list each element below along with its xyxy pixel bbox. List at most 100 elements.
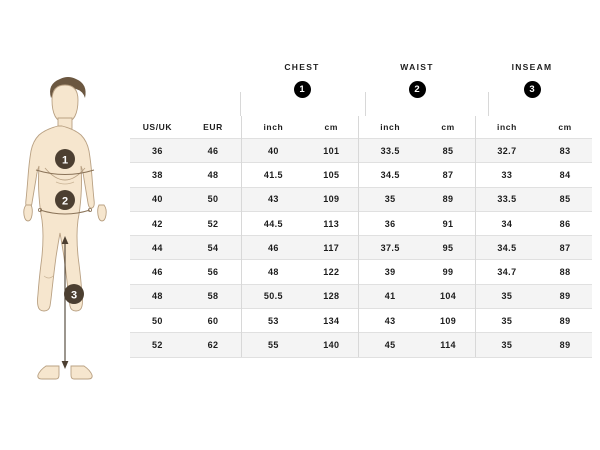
cell-inseam-cm: 89: [538, 308, 592, 333]
cell-waist-inch: 37.5: [357, 235, 422, 260]
cell-waist-cm: 99: [421, 259, 476, 285]
cell-inseam-cm: 89: [538, 283, 592, 309]
figure-marker-chest: [55, 149, 75, 169]
cell-chest-cm: 122: [304, 259, 359, 285]
cell-chest-inch: 46: [241, 235, 305, 260]
cell-chest-inch: 41.5: [241, 162, 305, 188]
table-row: 52 62 55 140 45 114 35 89: [130, 332, 592, 358]
table-row: 36 46 40 101 33.5 85 32.7 83: [130, 137, 592, 163]
unit-header-row: US/UK EUR inch cm inch cm inch cm: [130, 116, 592, 139]
cell-chest-inch: 44.5: [241, 210, 305, 236]
cell-inseam-inch: 35: [474, 308, 539, 333]
right-hand-shape: [97, 204, 107, 222]
cell-inseam-cm: 87: [538, 235, 592, 260]
cell-inseam-inch: 33: [474, 162, 539, 188]
body-figure-illustration: 1 2 3: [0, 60, 130, 390]
table-row: 46 56 48 122 39 99 34.7 88: [130, 259, 592, 285]
cell-inseam-inch: 35: [474, 332, 539, 358]
cell-chest-cm: 105: [304, 162, 359, 188]
col-header-waist-inch: inch: [357, 116, 422, 139]
cell-inseam-inch: 34.5: [474, 235, 539, 260]
cell-eur: 56: [184, 259, 242, 285]
cell-us-uk: 38: [130, 162, 185, 188]
measurements-table: US/UK EUR inch cm inch cm inch cm 36 46 40…: [130, 116, 592, 358]
cell-eur: 50: [184, 186, 242, 212]
cell-eur: 52: [184, 210, 242, 236]
figure-marker-inseam-label: 3: [71, 289, 77, 301]
col-header-us-uk: US/UK: [130, 116, 185, 139]
size-chart-table: CHEST 1 WAIST 2 INSEAM 3 US/UK: [130, 62, 592, 358]
cell-eur: 46: [184, 137, 242, 163]
figure-marker-waist: [55, 190, 75, 210]
group-header-row: CHEST 1 WAIST 2 INSEAM 3: [130, 62, 592, 116]
cell-waist-cm: 91: [421, 210, 476, 236]
body-figure-svg: 1 2 3: [23, 77, 107, 380]
waist-measure-line: [39, 209, 91, 215]
figure-marker-chest-label: 1: [62, 154, 68, 166]
cell-inseam-cm: 84: [538, 162, 592, 188]
cell-waist-cm: 85: [421, 137, 476, 163]
table-row: 42 52 44.5 113 36 91 34 86: [130, 210, 592, 236]
abdomen-contour: [55, 181, 75, 185]
cell-eur: 54: [184, 235, 242, 260]
cell-chest-cm: 140: [304, 332, 359, 358]
cell-waist-inch: 35: [357, 186, 422, 212]
cell-waist-inch: 36: [357, 210, 422, 236]
left-knee-contour: [43, 275, 54, 279]
cell-eur: 48: [184, 162, 242, 188]
cell-chest-cm: 134: [304, 308, 359, 333]
left-foot-shape: [37, 365, 60, 380]
cell-waist-inch: 34.5: [357, 162, 422, 188]
cell-chest-inch: 50.5: [241, 283, 305, 309]
cell-inseam-inch: 34: [474, 210, 539, 236]
head-shape: [51, 84, 79, 123]
cell-chest-cm: 113: [304, 210, 359, 236]
col-header-inseam-cm: cm: [538, 116, 592, 139]
cell-chest-cm: 128: [304, 283, 359, 309]
group-divider-chest: [240, 92, 241, 116]
chest-contour: [44, 167, 86, 181]
cell-chest-inch: 48: [241, 259, 305, 285]
cell-inseam-inch: 33.5: [474, 186, 539, 212]
cell-us-uk: 36: [130, 137, 185, 163]
cell-us-uk: 42: [130, 210, 185, 236]
inseam-arrow-up: [61, 236, 69, 244]
cell-chest-inch: 40: [241, 137, 305, 163]
cell-waist-cm: 87: [421, 162, 476, 188]
cell-us-uk: 52: [130, 332, 185, 358]
badge-inseam: 3: [523, 81, 541, 98]
group-header-waist: WAIST 2: [357, 62, 477, 98]
waist-band-right-end: [88, 207, 93, 212]
cell-us-uk: 50: [130, 308, 185, 333]
cell-inseam-inch: 32.7: [474, 137, 539, 163]
cell-eur: 62: [184, 332, 242, 358]
badge-waist: 2: [408, 81, 426, 98]
cell-inseam-inch: 35: [474, 283, 539, 309]
group-divider-inseam: [488, 92, 489, 116]
cell-waist-inch: 33.5: [357, 137, 422, 163]
cell-inseam-cm: 89: [538, 332, 592, 358]
cell-waist-cm: 95: [421, 235, 476, 260]
col-header-inseam-inch: inch: [474, 116, 539, 139]
figure-marker-waist-label: 2: [62, 195, 68, 207]
table-row: 44 54 46 117 37.5 95 34.5 87: [130, 235, 592, 260]
col-header-waist-cm: cm: [421, 116, 476, 139]
cell-eur: 58: [184, 283, 242, 309]
cell-waist-inch: 43: [357, 308, 422, 333]
table-row: 50 60 53 134 43 109 35 89: [130, 308, 592, 333]
cell-waist-inch: 39: [357, 259, 422, 285]
group-label-chest: CHEST: [284, 62, 320, 72]
right-foot-shape: [70, 365, 93, 380]
cell-waist-cm: 109: [421, 308, 476, 333]
cell-us-uk: 44: [130, 235, 185, 260]
left-hand-shape: [23, 204, 33, 222]
group-header-inseam: INSEAM 3: [472, 62, 592, 98]
cell-us-uk: 40: [130, 186, 185, 212]
group-divider-waist: [365, 92, 366, 116]
cell-us-uk: 46: [130, 259, 185, 285]
group-label-waist: WAIST: [400, 62, 434, 72]
col-header-chest-cm: cm: [304, 116, 359, 139]
cell-chest-inch: 55: [241, 332, 305, 358]
waist-band-left-end: [38, 207, 43, 212]
